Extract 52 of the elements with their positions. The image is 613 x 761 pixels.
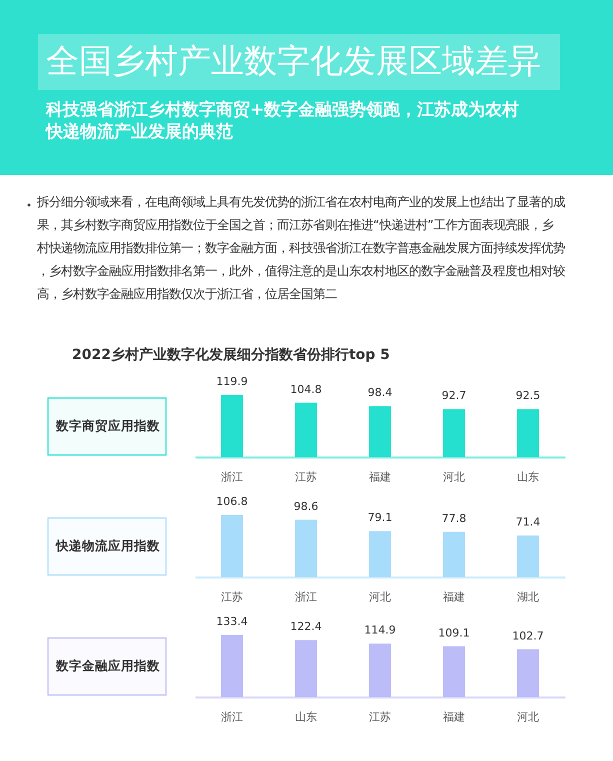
data-label: 122.4 [290,620,322,634]
y-axis-title: 数字金融应用指数 [55,658,161,673]
data-label: 71.4 [516,516,540,529]
x-tick-label: 福建 [369,470,391,484]
x-tick-label: 浙江 [221,470,243,484]
bar [517,536,539,577]
bar [369,644,391,697]
x-tick-label: 浙江 [295,590,317,604]
data-label: 109.1 [438,626,470,640]
data-label: 92.7 [442,389,466,402]
text: 2022乡村产业数字化发展细分指数省份排行top 5 [72,346,390,363]
x-tick-label: 福建 [443,590,465,604]
x-tick-label: 江苏 [221,590,243,604]
bar [295,402,317,457]
data-label: 79.1 [368,511,392,524]
data-label: 92.5 [516,389,540,402]
bar [369,531,391,577]
x-tick-label: 河北 [369,590,391,604]
chart-title: 全国乡村产业数字化发展区域差异 [46,41,541,80]
x-tick-label: 河北 [517,710,539,724]
data-label: 77.8 [442,512,466,525]
bar [221,635,243,697]
x-tick-label: 山东 [295,710,317,724]
data-label: 114.9 [364,624,396,637]
bar [443,409,465,457]
text: 拆分细分领域来看，在电商领域上具有先发优势的浙江省在农村电商产业的发展上也结出了显著的成果，其乡村数字商贸应用指数位于全国之首；而江苏省则在推进“快递进村”工作方面表现亮眼，乡村快递物流应用指数排位第一；数字金融方面，科技强省浙江在数字普惠金融发展方面持续发挥优势，乡村数字金融应用指数排名第一，此外，值得注意的是山东农村地区的数字金融普及程度也相对较高，乡村数字金融应用指数仅次于浙江省，位居全国第二 [36,195,565,301]
bar [295,640,317,697]
y-axis-title: 数字商贸应用指数 [55,418,161,433]
data-label: 98.6 [294,500,318,513]
bar [221,515,243,577]
x-tick-label: 山东 [517,470,539,484]
chart-subtitle: 科技强省浙江乡村数字商贸+数字金融强势领跑，江苏成为农村快递物流产业发展的典范 [45,100,520,142]
bar [221,395,243,457]
x-tick-label: 江苏 [369,710,391,724]
data-label: 98.4 [368,386,392,400]
data-label: 106.8 [216,495,248,508]
y-axis-title: 快递物流应用指数 [55,538,161,553]
x-tick-label: 浙江 [221,710,243,724]
bar [517,649,539,697]
x-tick-label: 河北 [443,470,465,484]
data-label: 104.8 [290,382,322,396]
data-label: 133.4 [216,615,248,628]
bar [295,520,317,577]
x-tick-label: 福建 [443,710,465,724]
bar [517,409,539,457]
data-label: 119.9 [216,375,248,388]
x-tick-label: 江苏 [295,470,317,484]
bar [443,646,465,697]
x-tick-label: 湖北 [517,590,539,604]
bar [369,406,391,457]
data-label: 102.7 [512,629,544,642]
bar [443,532,465,577]
